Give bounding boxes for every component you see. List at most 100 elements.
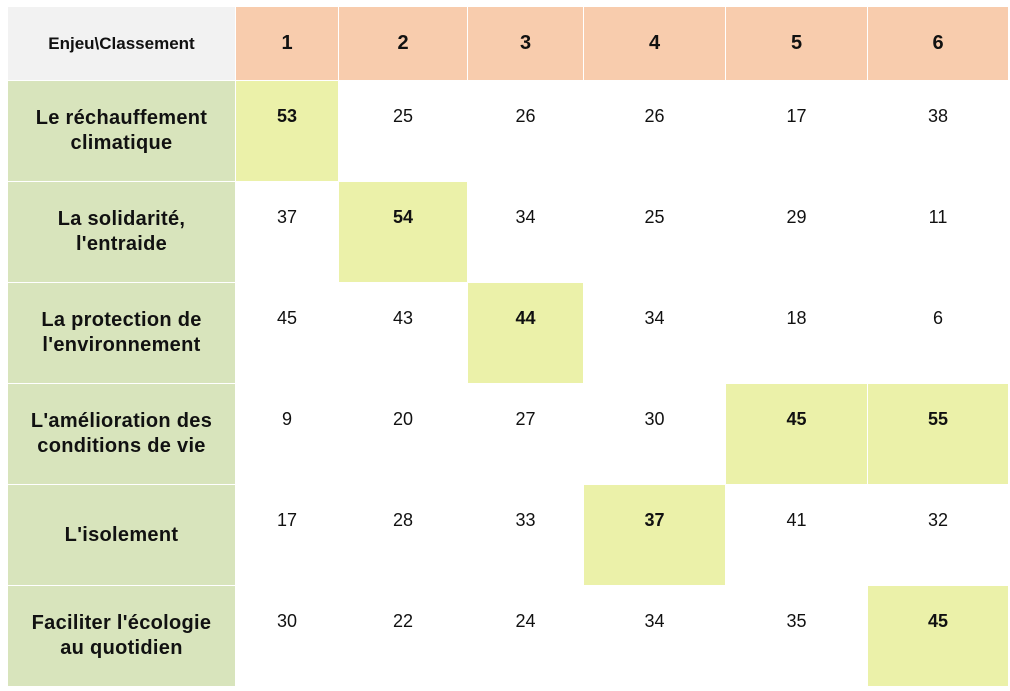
table-row: Faciliter l'écologie au quotidien 30 22 24 34… [7,585,1009,687]
rank-header: 5 [725,6,868,81]
value-cell: 9 [235,383,339,485]
table-row: La solidarité, l'entraide 37 54 34 25 29 11 [7,181,1009,283]
cell-value: 25 [644,207,665,227]
value-cell: 35 [725,585,868,687]
row-label-line: l'environnement [42,334,201,356]
value-cell: 24 [467,585,584,687]
row-label: L'amélioration des conditions de vie [7,383,236,485]
rank-header: 1 [235,6,339,81]
cell-value: 25 [392,106,414,126]
value-cell: 18 [725,282,868,384]
value-cell: 17 [725,80,868,182]
row-label: La solidarité, l'entraide [7,181,236,283]
cell-value: 30 [644,409,665,429]
table-row: L'amélioration des conditions de vie 9 20 27… [7,383,1009,485]
value-cell-highlighted: 54 [338,181,468,283]
row-label-line: climatique [70,132,173,154]
value-cell: 22 [338,585,468,687]
rank-header: 4 [583,6,726,81]
value-cell: 30 [235,585,339,687]
row-label: L'isolement [7,484,236,586]
header-row: Enjeu\Classement 1 2 3 4 5 6 [7,6,1009,81]
row-label-line: La protection de [41,309,202,331]
cell-value: 37 [644,510,665,530]
rank-header: 2 [338,6,468,81]
ranking-table: Enjeu\Classement 1 2 3 4 5 6 Le réchauff… [7,6,1009,687]
cell-value: 17 [276,510,298,530]
value-cell: 28 [338,484,468,586]
value-cell: 20 [338,383,468,485]
row-label-line: Le réchauffement [35,107,208,129]
table-row: L'isolement 17 28 33 37 41 32 [7,484,1009,586]
cell-value: 11 [928,207,948,227]
value-cell-highlighted: 55 [867,383,1009,485]
value-cell: 26 [467,80,584,182]
value-cell: 33 [467,484,584,586]
row-label-line: au quotidien [60,637,183,659]
cell-value: 37 [276,207,298,227]
cell-value: 32 [927,510,949,530]
cell-value: 54 [392,207,414,227]
cell-value: 26 [644,106,665,126]
value-cell: 43 [338,282,468,384]
value-cell: 25 [583,181,726,283]
cell-value: 27 [515,409,536,429]
cell-value: 26 [515,106,536,126]
row-label-line: L'amélioration des [30,410,213,432]
cell-value: 20 [392,409,414,429]
row-label-line: conditions de vie [37,435,206,457]
cell-value: 34 [515,207,536,227]
cell-value: 6 [932,308,943,328]
value-cell: 34 [467,181,584,283]
cell-value: 28 [392,510,414,530]
table-row: Le réchauffement climatique 53 25 26 26 17 38 [7,80,1009,182]
value-cell: 34 [583,585,726,687]
cell-value: 38 [927,106,949,126]
value-cell: 6 [867,282,1009,384]
rank-header: 3 [467,6,584,81]
row-label: Le réchauffement climatique [7,80,236,182]
row-label: La protection de l'environnement [7,282,236,384]
value-cell: 38 [867,80,1009,182]
cell-value: 9 [281,409,292,429]
value-cell: 45 [235,282,339,384]
cell-value: 44 [515,308,536,328]
cell-value: 24 [515,611,536,631]
cell-value: 29 [786,207,807,227]
value-cell: 17 [235,484,339,586]
value-cell: 26 [583,80,726,182]
cell-value: 43 [392,308,414,328]
value-cell: 37 [235,181,339,283]
row-label-line: Faciliter l'écologie [31,612,212,634]
value-cell-highlighted: 45 [725,383,868,485]
cell-value: 34 [644,308,665,328]
cell-value: 35 [786,611,807,631]
cell-value: 41 [786,510,807,530]
table-body: Le réchauffement climatique 53 25 26 26 17 38 La… [7,80,1009,687]
value-cell: 25 [338,80,468,182]
row-label: Faciliter l'écologie au quotidien [7,585,236,687]
cell-value: 17 [786,106,807,126]
row-label-line: l'entraide [75,233,168,255]
value-cell-highlighted: 45 [867,585,1009,687]
value-cell: 41 [725,484,868,586]
value-cell-highlighted: 44 [467,282,584,384]
value-cell: 34 [583,282,726,384]
rank-header: 6 [867,6,1009,81]
table-row: La protection de l'environnement 45 43 44 34 1… [7,282,1009,384]
cell-value: 30 [276,611,298,631]
value-cell: 29 [725,181,868,283]
cell-value: 33 [515,510,536,530]
value-cell-highlighted: 37 [583,484,726,586]
cell-value: 18 [786,308,807,328]
row-label-line: L'isolement [64,523,179,546]
row-label-line: La solidarité, [57,208,186,230]
value-cell-highlighted: 53 [235,80,339,182]
value-cell: 27 [467,383,584,485]
value-cell: 30 [583,383,726,485]
cell-value: 53 [276,106,298,126]
corner-header: Enjeu\Classement [7,6,236,81]
value-cell: 32 [867,484,1009,586]
cell-value: 22 [392,611,414,631]
cell-value: 55 [927,409,949,429]
